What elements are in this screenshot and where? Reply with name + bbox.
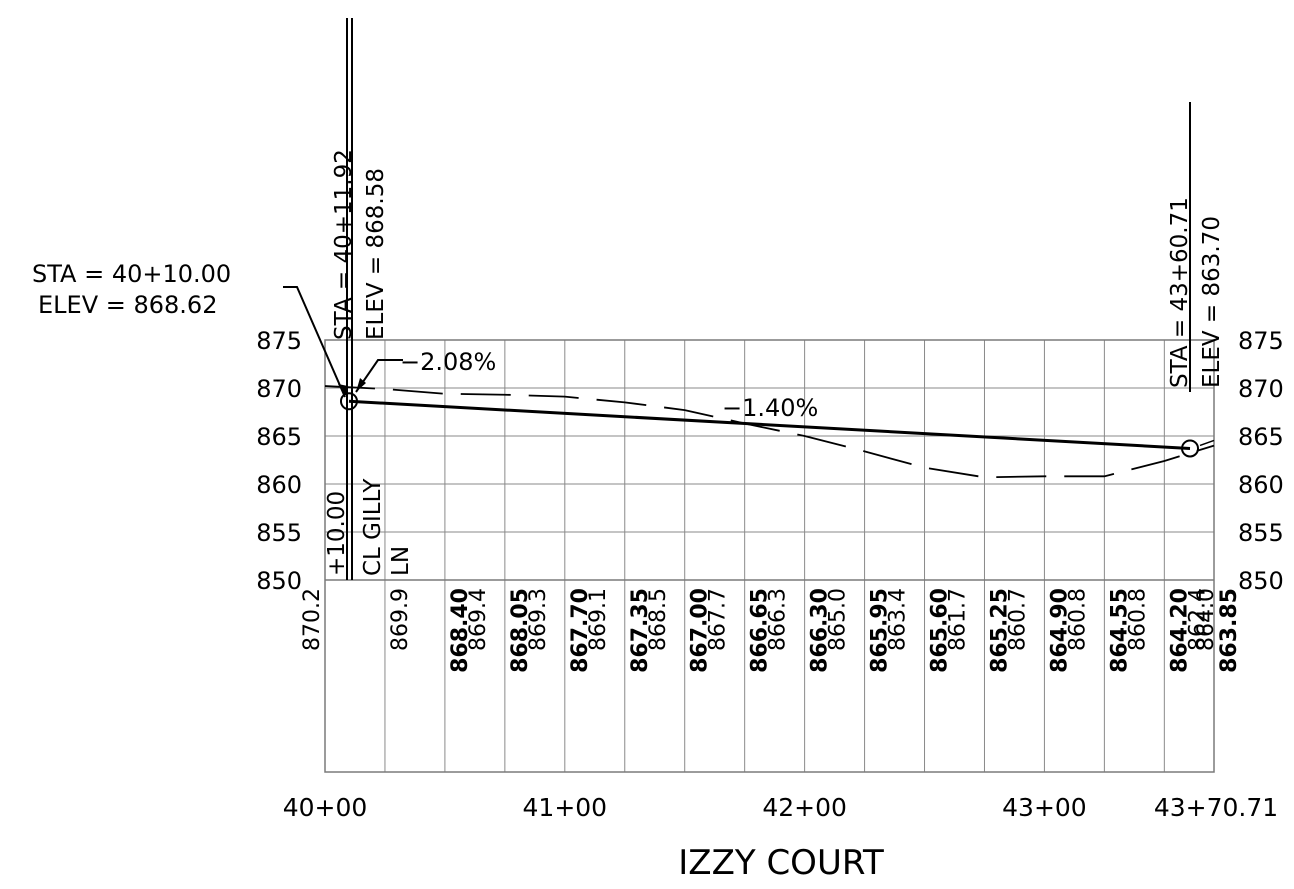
y-tick-label-left: 850 — [256, 567, 302, 595]
proposed-grade-profile — [339, 392, 1215, 458]
existing-ground-line — [324, 385, 1215, 479]
grade-labels: −2.08% −1.40% — [355, 348, 818, 422]
proposed-elevation-label: 868.40 — [448, 588, 473, 673]
proposed-elevation-label: 867.00 — [688, 588, 713, 673]
y-tick-label-left: 865 — [256, 423, 302, 451]
proposed-elevation-label: 868.05 — [508, 588, 533, 673]
existing-ground-profile — [324, 385, 1215, 479]
end-station-text: STA = 43+60.71 — [1167, 197, 1193, 388]
start-grade-text: −2.08% — [400, 348, 496, 376]
proposed-elevation-label: 867.70 — [568, 588, 593, 673]
end-elevation-text: ELEV = 863.70 — [1199, 216, 1225, 388]
pvi-circle — [339, 392, 358, 411]
pvc-leader-arrow — [338, 384, 348, 397]
proposed-elevation-label: 865.60 — [928, 588, 953, 673]
y-tick-label-left: 860 — [256, 471, 302, 499]
existing-elevation-label: 863.4 — [886, 588, 911, 651]
y-tick-label-right: 875 — [1238, 327, 1284, 355]
pvc-elevation-text: ELEV = 868.62 — [38, 291, 217, 319]
start-station-text: STA = 40+11.92 — [331, 149, 357, 340]
y-tick-label-right: 855 — [1238, 519, 1284, 547]
end-station-marker: STA = 43+60.71 ELEV = 863.70 — [1167, 102, 1225, 392]
y-tick-label-left: 855 — [256, 519, 302, 547]
start-station-marker: STA = 40+11.92 ELEV = 868.58 — [331, 18, 389, 580]
existing-elevation-label: 865.0 — [826, 588, 851, 651]
pvc-callout: STA = 40+10.00 ELEV = 868.62 — [32, 260, 348, 398]
y-tick-label-right: 850 — [1238, 567, 1284, 595]
pvc-leader-line — [283, 286, 346, 398]
cross-street-name: CL GILLY — [360, 478, 386, 576]
start-elevation-text: ELEV = 868.58 — [363, 168, 389, 340]
existing-elevation-label: 860.7 — [1005, 588, 1030, 651]
existing-elevation-label: 870.2 — [300, 588, 325, 651]
start-grade-arrow — [356, 378, 366, 392]
y-tick-label-left: 870 — [256, 375, 302, 403]
proposed-grade-line — [348, 399, 1191, 450]
cross-street-suffix: LN — [388, 546, 414, 576]
cross-street-station: +10.00 — [324, 491, 350, 576]
proposed-elevation-label: 866.30 — [808, 588, 833, 673]
pvc-station-text: STA = 40+10.00 — [32, 260, 231, 288]
existing-elevation-label: 869.4 — [466, 588, 491, 651]
existing-elevation-label: 866.3 — [766, 588, 791, 651]
y-tick-label-right: 865 — [1238, 423, 1284, 451]
x-tick-label: 43+00 — [1002, 793, 1087, 822]
y-tick-label-right: 860 — [1238, 471, 1284, 499]
existing-elevation-label: 869.1 — [586, 588, 611, 651]
y-tick-label-right: 870 — [1238, 375, 1284, 403]
existing-elevation-label: 869.9 — [388, 588, 413, 651]
x-tick-label: 43+70.71 — [1154, 793, 1278, 822]
existing-elevation-label: 862.4 — [1185, 588, 1210, 651]
profile-title: IZZY COURT — [678, 843, 884, 883]
y-tick-label-left: 875 — [256, 327, 302, 355]
existing-elevation-label: 869.3 — [526, 588, 551, 651]
main-grade-text: −1.40% — [722, 394, 818, 422]
cross-street-label: +10.00 CL GILLY LN — [324, 478, 414, 576]
proposed-elevation-label: 867.35 — [628, 588, 653, 673]
grade-continuation-line — [1199, 439, 1215, 447]
proposed-elevation-label: 865.95 — [868, 588, 893, 673]
existing-elevation-label: 861.7 — [946, 588, 971, 651]
existing-elevation-label: 860.8 — [1125, 588, 1150, 651]
existing-elevation-label: 860.8 — [1065, 588, 1090, 651]
grid-frame — [324, 339, 1215, 773]
x-tick-label: 42+00 — [762, 793, 847, 822]
proposed-elevation-label: 863.85 — [1217, 588, 1242, 673]
proposed-elevation-label: 864.90 — [1047, 588, 1072, 673]
proposed-elevation-label: 865.25 — [987, 588, 1012, 673]
existing-elevation-label: 864.0 — [1194, 588, 1219, 651]
existing-elevation-label: 868.5 — [646, 588, 671, 651]
x-tick-label: 41+00 — [523, 793, 608, 822]
profile-grid — [324, 339, 1215, 773]
existing-elevation-label: 867.7 — [706, 588, 731, 651]
proposed-elevation-label: 864.20 — [1167, 588, 1192, 673]
x-tick-label: 40+00 — [283, 793, 368, 822]
proposed-elevation-label: 864.55 — [1107, 588, 1132, 673]
pvi-circle — [1181, 439, 1200, 458]
proposed-elevation-label: 866.65 — [748, 588, 773, 673]
axis-labels: 850 850 855 855 860 860 865 865 870 870 875 875 40+0… — [256, 327, 1284, 822]
